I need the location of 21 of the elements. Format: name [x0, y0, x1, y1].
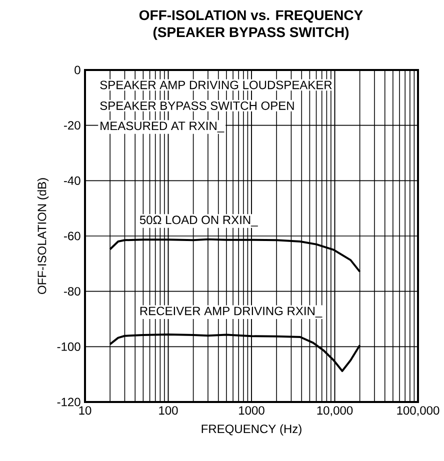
y-axis-title: OFF-ISOLATION (dB)	[37, 178, 49, 294]
annotation: SPEAKER AMP DRIVING LOUDSPEAKER	[100, 80, 332, 90]
x-tick-label: 1000	[239, 406, 264, 415]
chart-title: OFF-ISOLATION vs. FREQUENCY	[139, 10, 363, 23]
y-tick-label: -100	[57, 342, 80, 351]
y-tick-label: -60	[64, 232, 80, 240]
annotation: RECEIVER AMP DRIVING RXIN_	[140, 306, 322, 318]
chart-subtitle: (SPEAKER BYPASS SWITCH)	[153, 26, 349, 40]
x-tick-label: 10,000	[317, 406, 353, 416]
x-axis-title: FREQUENCY (Hz)	[202, 424, 302, 436]
x-tick-label: 100,000	[397, 406, 440, 416]
annotation: MEASURED AT RXIN_	[100, 122, 224, 132]
y-tick-label: -40	[64, 176, 80, 185]
annotation: 50Ω LOAD ON RXIN_	[140, 216, 258, 226]
y-tick-label: -120	[57, 398, 80, 406]
annotation: SPEAKER BYPASS SWITCH OPEN	[100, 101, 294, 110]
y-tick-label: -80	[64, 287, 80, 296]
x-tick-label: 100	[159, 406, 178, 415]
x-tick-label: 10	[79, 406, 92, 415]
y-tick-label: 0	[74, 66, 80, 74]
y-tick-label: -20	[64, 121, 80, 130]
